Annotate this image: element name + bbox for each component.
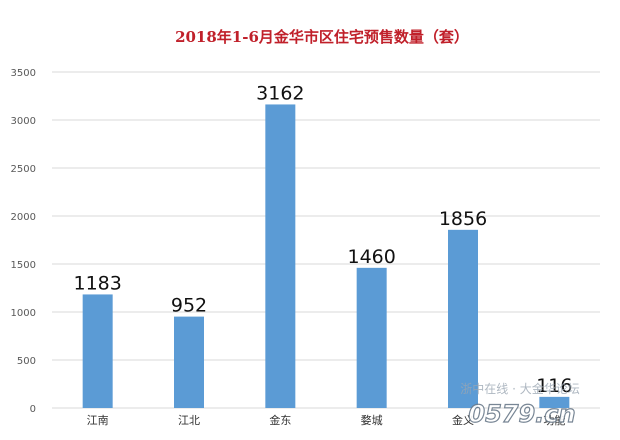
- y-axis-ticks: 0 500 1000 1500 2000 2500 3000 3500: [11, 68, 36, 415]
- x-category-label: 江南: [87, 414, 109, 427]
- watermark-domain: 0579.cn: [468, 400, 575, 428]
- watermark: 浙中在线 · 大金华论坛 0579.cn: [460, 381, 579, 429]
- y-tick-label: 2000: [11, 212, 36, 223]
- x-category-label: 江北: [178, 414, 200, 427]
- bar: [448, 229, 478, 408]
- gridlines: [52, 71, 600, 409]
- y-tick-label: 2500: [11, 164, 36, 175]
- chart-title: 2018年1-6月金华市区住宅预售数量（套）: [175, 28, 469, 46]
- data-label: 952: [171, 295, 207, 317]
- data-label: 116: [536, 375, 572, 397]
- bar: [539, 396, 570, 408]
- data-label: 3162: [256, 82, 304, 104]
- data-label: 1856: [439, 208, 487, 230]
- y-tick-label: 3000: [11, 116, 36, 127]
- x-category-label: 婺城: [361, 414, 383, 427]
- watermark-site-name: 浙中在线 · 大金华论坛: [460, 381, 579, 396]
- bars: [82, 104, 570, 408]
- y-tick-label: 500: [17, 356, 36, 367]
- y-tick-label: 1000: [11, 308, 36, 319]
- x-category-label: 金义: [452, 413, 474, 427]
- x-axis-categories: 江南 江北 金东 婺城 金义 功能: [87, 413, 566, 427]
- y-tick-label: 0: [30, 404, 36, 415]
- bar: [356, 267, 387, 408]
- y-tick-label: 3500: [11, 68, 36, 79]
- data-label: 1460: [347, 246, 395, 268]
- data-label: 1183: [73, 272, 121, 294]
- y-tick-label: 1500: [11, 260, 36, 271]
- x-category-label: 功能: [543, 413, 565, 427]
- x-category-label: 金东: [269, 413, 291, 427]
- data-labels: 1183 952 3162 1460 1856 116: [73, 82, 572, 396]
- bar: [265, 104, 296, 408]
- bar: [82, 294, 113, 408]
- bar: [174, 316, 204, 408]
